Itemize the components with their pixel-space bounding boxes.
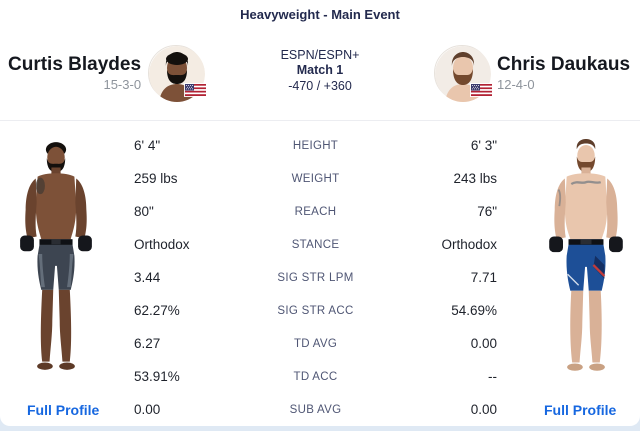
- stat-value-right: 0.00: [470, 402, 497, 417]
- stat-label: SUB AVG: [289, 403, 342, 416]
- stat-label: REACH: [294, 205, 337, 218]
- stat-value-left: 259 lbs: [134, 171, 178, 186]
- stat-label: SIG STR ACC: [277, 304, 354, 317]
- stat-value-right: 54.69%: [451, 303, 497, 318]
- stat-value-left: 62.27%: [134, 303, 180, 318]
- stat-row: Orthodox STANCE Orthodox: [134, 228, 497, 261]
- fighter-header-left: Curtis Blaydes 15-3-0: [8, 45, 207, 102]
- fighter-photo-blaydes: [20, 142, 92, 370]
- stat-value-right: 7.71: [470, 270, 497, 285]
- full-profile-link-left[interactable]: Full Profile: [27, 402, 100, 418]
- fighter-avatar-left: [148, 45, 207, 102]
- odds: -470 / +360: [288, 78, 352, 93]
- stats-comparison-table: 6' 4" HEIGHT 6' 3" 259 lbs WEIGHT 243 lbs 80" R…: [134, 129, 497, 426]
- stat-row: 3.44 SIG STR LPM 7.71: [134, 261, 497, 294]
- stat-value-left: 0.00: [134, 402, 161, 417]
- stat-value-right: 243 lbs: [453, 171, 497, 186]
- stat-value-right: 76": [477, 204, 497, 219]
- stat-row: 6' 4" HEIGHT 6' 3": [134, 129, 497, 162]
- stat-label: TD AVG: [293, 337, 338, 350]
- fighter-record-left: 15-3-0: [103, 76, 142, 92]
- stat-label: SIG STR LPM: [277, 271, 354, 284]
- header-divider: [0, 120, 640, 121]
- stat-row: 6.27 TD AVG 0.00: [134, 327, 497, 360]
- stat-value-left: 6.27: [134, 336, 161, 351]
- stat-row: 53.91% TD ACC --: [134, 360, 497, 393]
- stat-label: WEIGHT: [291, 172, 340, 185]
- fighter-name-left: Curtis Blaydes: [8, 54, 142, 75]
- full-profile-link-right[interactable]: Full Profile: [544, 402, 617, 418]
- stat-value-left: 80": [134, 204, 154, 219]
- stat-value-right: --: [488, 369, 497, 384]
- stat-label: STANCE: [291, 238, 340, 251]
- fighter-header-right: Chris Daukaus 12-4-0: [434, 45, 631, 102]
- stat-value-left: 53.91%: [134, 369, 180, 384]
- stat-value-left: 3.44: [134, 270, 161, 285]
- us-flag-icon: [185, 84, 207, 96]
- stat-value-right: 0.00: [470, 336, 497, 351]
- broadcast: ESPN/ESPN+: [280, 48, 360, 62]
- stat-value-left: 6' 4": [134, 138, 161, 153]
- fighter-avatar-right: [434, 45, 492, 102]
- stat-value-right: Orthodox: [441, 237, 497, 252]
- us-flag-icon: [471, 84, 492, 96]
- stat-label: HEIGHT: [292, 139, 339, 152]
- stat-row: 0.00 SUB AVG 0.00: [134, 393, 497, 426]
- stat-value-left: Orthodox: [134, 237, 190, 252]
- stat-label: TD ACC: [293, 370, 338, 383]
- match-number: Match 1: [296, 63, 344, 78]
- fighter-record-right: 12-4-0: [497, 76, 535, 92]
- stat-value-right: 6' 3": [470, 138, 497, 153]
- match-info: ESPN/ESPN+ Match 1 -470 / +360: [245, 48, 395, 94]
- stat-row: 62.27% SIG STR ACC 54.69%: [134, 294, 497, 327]
- event-title: Heavyweight - Main Event: [240, 7, 400, 22]
- avatar-bust-blaydes: [149, 46, 206, 102]
- fighter-name-right: Chris Daukaus: [497, 54, 631, 75]
- stat-row: 259 lbs WEIGHT 243 lbs: [134, 162, 497, 195]
- fighter-photo-daukaus: [549, 138, 623, 371]
- stat-row: 80" REACH 76": [134, 195, 497, 228]
